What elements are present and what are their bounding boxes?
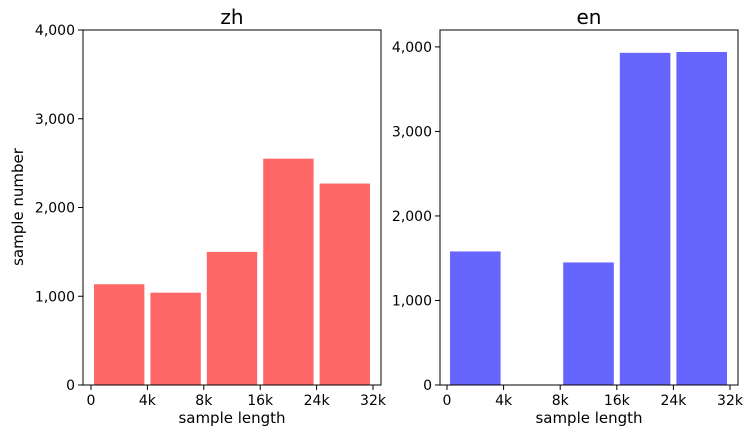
en-x-tick-label-2: 8k [552, 393, 570, 409]
zh-x-tick-label-0: 0 [87, 393, 96, 409]
zh-x-tick-label-3: 16k [247, 393, 274, 409]
zh-y-tick-label-4: 4,000 [35, 23, 75, 39]
zh-x-tick-label-2: 8k [195, 393, 213, 409]
zh-y-tick-label-3: 3,000 [35, 112, 75, 128]
zh-x-tick-label-1: 4k [139, 393, 157, 409]
en-y-tick-label-2: 2,000 [392, 209, 432, 225]
en-x-tick-label-0: 0 [443, 393, 452, 409]
en-bar-1 [450, 251, 501, 385]
zh-bar-5 [319, 183, 370, 385]
zh-bar-2 [150, 292, 201, 385]
en-y-tick-label-0: 0 [423, 378, 432, 394]
en-x-tick-label-4: 24k [660, 393, 687, 409]
en-plot-frame [439, 29, 739, 386]
zh-bar-3 [206, 251, 258, 385]
zh-bar-1 [94, 284, 145, 385]
en-y-tick-label-4: 4,000 [392, 40, 432, 56]
en-y-tick-label-3: 3,000 [392, 124, 432, 140]
en-y-tick-label-1: 1,000 [392, 293, 432, 309]
en-x-axis-label: sample length [535, 409, 642, 427]
en-chart-panel: en sample length 0 1,000 2,000 3,000 4,000 0 4… [392, 5, 744, 427]
zh-chart-panel: zh sample number sample length 0 1,000 2,0… [9, 5, 387, 427]
zh-x-tick-label-4: 24k [304, 393, 331, 409]
en-chart-title: en [577, 5, 602, 29]
en-bar-5 [676, 51, 727, 385]
en-x-tick-label-5: 32k [717, 393, 744, 409]
zh-y-tick-label-2: 2,000 [35, 201, 75, 217]
zh-x-axis-label: sample length [178, 409, 285, 427]
zh-y-tick-label-0: 0 [66, 378, 75, 394]
zh-y-axis-label: sample number [9, 147, 27, 266]
en-x-tick-label-3: 16k [604, 393, 631, 409]
zh-x-tick-label-5: 32k [360, 393, 387, 409]
en-x-tick-label-1: 4k [495, 393, 513, 409]
en-bar-4 [619, 52, 671, 385]
en-bar-3 [563, 262, 614, 385]
zh-y-tick-label-1: 1,000 [35, 289, 75, 305]
zh-bar-4 [263, 158, 314, 385]
zh-chart-title: zh [220, 5, 243, 29]
